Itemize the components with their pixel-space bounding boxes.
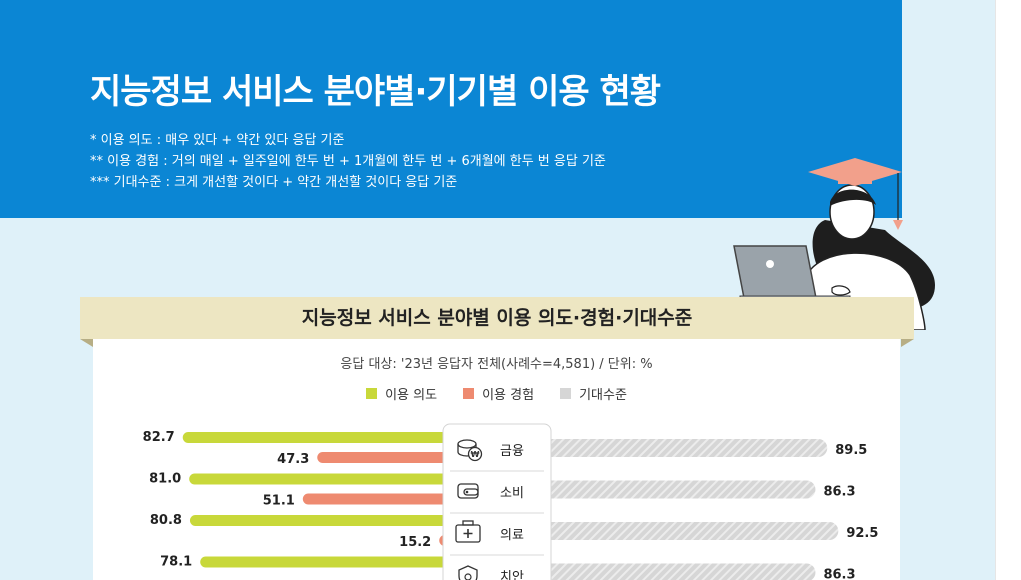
wallet-icon-clasp: [463, 488, 479, 496]
category-label-4: 치안: [500, 570, 524, 580]
legend-swatch-intent: [366, 388, 378, 399]
legend-swatch-experience: [463, 388, 475, 399]
bar-intent-3: [189, 515, 497, 526]
legend-label-expectation: 기대수준: [579, 388, 627, 403]
category-box: [442, 423, 552, 580]
chart-legend: 이용 의도 이용 경험 기대수준: [93, 384, 900, 403]
label-expectation-4: 86.3: [823, 568, 855, 580]
label-expectation-1: 89.5: [835, 443, 867, 458]
label-expectation-3: 92.5: [846, 526, 878, 541]
coin-won-icon-coin: [467, 446, 483, 462]
label-intent-1: 82.7: [143, 430, 175, 445]
wallet-icon-dot: [465, 490, 469, 494]
legend-swatch-expectation: [560, 388, 572, 399]
label-experience-2: 51.1: [263, 494, 295, 509]
chart-title: 지능정보 서비스 분야별 이용 의도·경험·기대수준: [301, 307, 693, 329]
label-intent-4: 78.1: [160, 555, 192, 570]
legend-label-experience: 이용 경험: [482, 388, 535, 403]
banner-fold-left: [80, 339, 93, 347]
label-intent-3: 80.8: [150, 513, 182, 528]
legend-item-expectation: 기대수준: [560, 384, 627, 403]
student-laptop-illustration: [733, 158, 935, 330]
label-experience-1: 47.3: [277, 452, 309, 467]
category-label-1: 금융: [500, 444, 524, 459]
chart-banner: [80, 297, 914, 339]
label-expectation-2: 86.3: [823, 485, 855, 500]
police-badge-icon: [458, 565, 478, 580]
chart-subtitle: 응답 대상: '23년 응답자 전체(사례수=4,581) / 단위: %: [340, 357, 653, 372]
bar-expectation-2: [497, 480, 816, 499]
bar-intent-4: [200, 556, 497, 568]
coin-won-icon-won: ₩: [471, 450, 480, 459]
bar-intent-2: [189, 473, 497, 485]
bar-intent-1: [182, 432, 498, 443]
right-margin: [995, 0, 1021, 580]
page-title: 지능정보 서비스 분야별·기기별 이용 현황: [90, 72, 661, 112]
notes: * 이용 의도 : 매우 있다 + 약간 있다 응답 기준 ** 이용 경험 :…: [90, 130, 606, 193]
banner-fold-right: [901, 339, 914, 347]
note-expectation: *** 기대수준 : 크게 개선할 것이다 + 약간 개선할 것이다 응답 기준: [90, 175, 458, 190]
legend-item-intent: 이용 의도: [366, 384, 437, 403]
right-divider: [995, 0, 996, 580]
label-intent-2: 81.0: [149, 472, 181, 487]
note-experience: ** 이용 경험 : 거의 매일 + 일주일에 한두 번 + 1개월에 한두 번…: [90, 154, 606, 169]
legend-item-experience: 이용 경험: [463, 384, 534, 403]
police-badge-icon-star: [464, 573, 472, 580]
bar-expectation-1: [497, 439, 828, 457]
legend-label-intent: 이용 의도: [385, 388, 438, 403]
medical-kit-icon-handle: [462, 520, 474, 526]
medical-kit-icon-cross: [463, 529, 473, 538]
category-label-3: 의료: [500, 528, 524, 543]
note-intent: * 이용 의도 : 매우 있다 + 약간 있다 응답 기준: [90, 133, 345, 148]
label-experience-3: 15.2: [399, 535, 431, 550]
category-label-2: 소비: [500, 486, 524, 501]
bar-expectation-4: [497, 563, 816, 580]
header-band: [0, 0, 902, 218]
bar-expectation-3: [497, 522, 839, 540]
